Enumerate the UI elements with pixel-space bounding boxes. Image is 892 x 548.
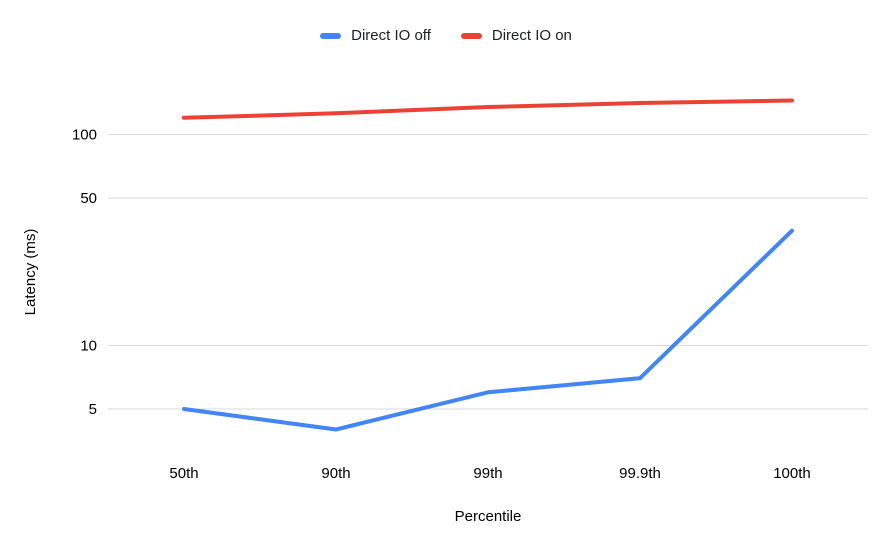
x-tick-label-50th: 50th (169, 465, 198, 482)
y-axis-title: Latency (ms) (22, 229, 39, 316)
x-tick-label-99.9th: 99.9th (619, 465, 661, 482)
y-tick-label-50: 50 (80, 190, 97, 207)
legend-marker-blue (320, 33, 342, 39)
legend-marker-red (460, 33, 482, 39)
series-lines (182, 98, 794, 432)
x-tick-label-90th: 90th (321, 465, 350, 482)
series-line-direct-io-off[interactable] (182, 228, 794, 432)
legend-item-direct-io-on[interactable]: Direct IO on (460, 27, 572, 44)
y-tick-label-5: 5 (89, 401, 97, 418)
legend-label-direct-io-on: Direct IO on (491, 27, 572, 44)
series-line-direct-io-on[interactable] (182, 98, 794, 120)
x-tick-label-99th: 99th (473, 465, 502, 482)
chart-legend: Direct IO off Direct IO on (0, 28, 892, 44)
y-axis-tick-labels: 5 10 50 100 (72, 127, 97, 419)
gridlines (108, 134, 868, 410)
x-axis-title: Percentile (455, 508, 522, 525)
legend-item-direct-io-off[interactable]: Direct IO off (320, 28, 431, 44)
y-tick-label-10: 10 (80, 338, 97, 355)
x-tick-label-100th: 100th (773, 465, 811, 482)
x-axis-tick-labels: 50th 90th 99th 99.9th 100th (169, 465, 810, 482)
y-tick-label-100: 100 (72, 127, 97, 144)
legend-label-direct-io-off: Direct IO off (351, 27, 431, 44)
